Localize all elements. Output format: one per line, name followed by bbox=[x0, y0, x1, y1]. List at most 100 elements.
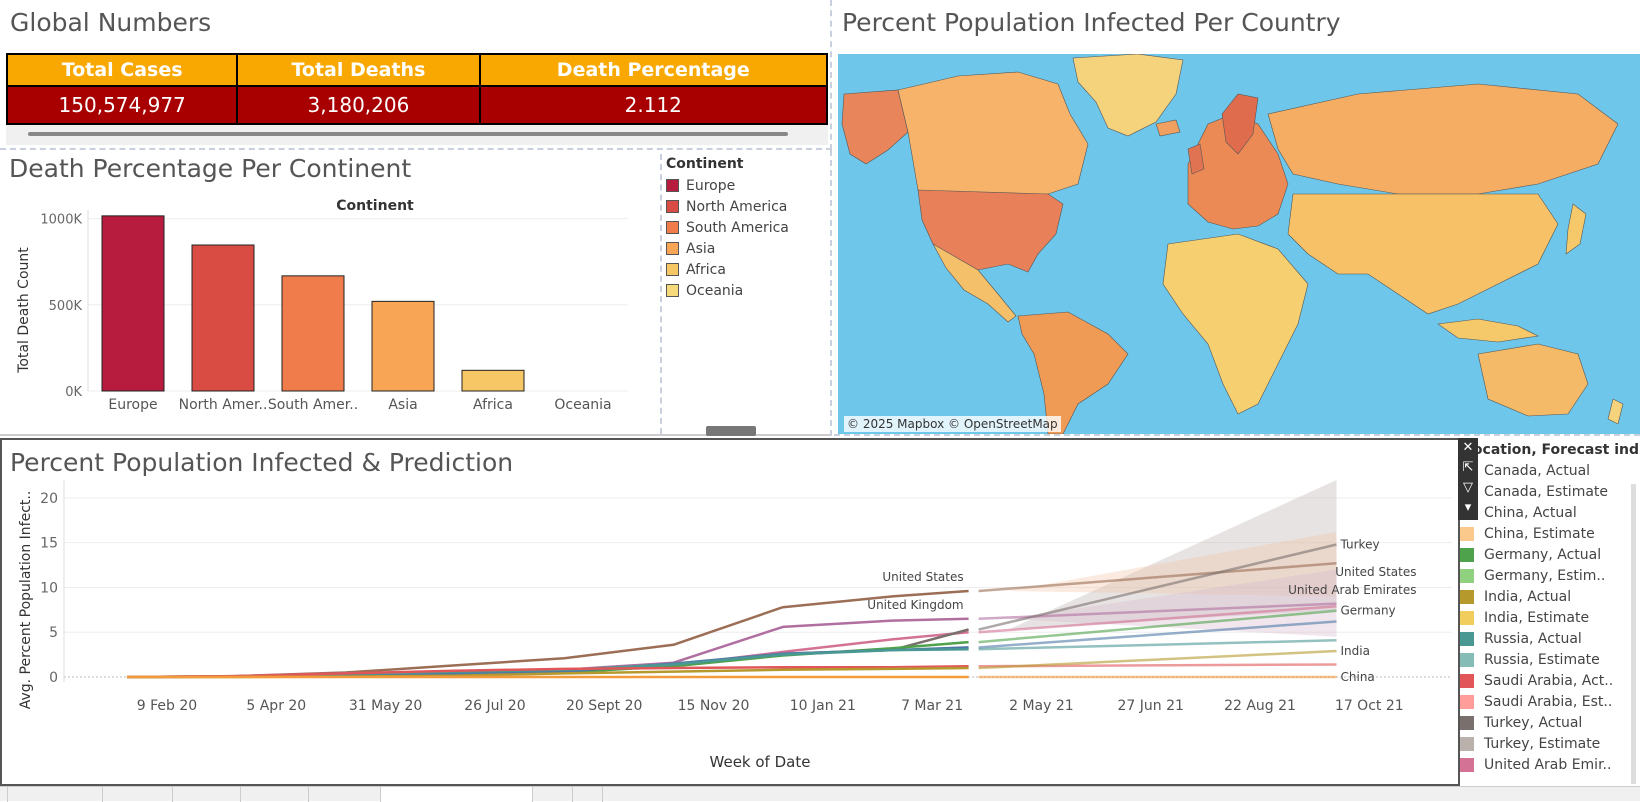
prediction-legend-item[interactable]: United Arab Emir.. bbox=[1460, 754, 1630, 775]
prediction-legend-item[interactable]: China, Actual bbox=[1460, 502, 1630, 523]
menu-arrow-icon[interactable]: ▾ bbox=[1464, 500, 1472, 515]
line-y-tick-label: 10 bbox=[40, 580, 58, 596]
legend-scrollbar[interactable] bbox=[1631, 484, 1636, 784]
continent-legend: Continent Europe North America South Ameri… bbox=[660, 154, 830, 434]
series-estimate-line[interactable] bbox=[978, 605, 1337, 634]
prediction-legend-item[interactable]: China, Estimate bbox=[1460, 523, 1630, 544]
prediction-legend-title: Location, Forecast indic.. bbox=[1464, 442, 1640, 458]
continent-legend-item[interactable]: Asia bbox=[666, 238, 830, 259]
prediction-legend-swatch bbox=[1460, 715, 1474, 730]
map-africa[interactable] bbox=[1162, 233, 1309, 415]
filter-icon[interactable]: ▽ bbox=[1463, 480, 1473, 495]
prediction-legend-label: Canada, Actual bbox=[1484, 462, 1591, 479]
map-greenland[interactable] bbox=[1072, 54, 1184, 137]
map-canada[interactable] bbox=[897, 71, 1089, 197]
sheet-tab[interactable] bbox=[309, 787, 381, 802]
map-mexico[interactable] bbox=[932, 243, 1017, 323]
sheet-tab-active[interactable] bbox=[381, 787, 533, 802]
map-alaska[interactable] bbox=[841, 89, 909, 165]
close-icon[interactable]: ✕ bbox=[1462, 440, 1474, 455]
prediction-legend-item[interactable]: Germany, Actual bbox=[1460, 544, 1630, 565]
value-death-percentage: 2.112 bbox=[478, 85, 829, 125]
prediction-legend-item[interactable]: Canada, Actual bbox=[1460, 460, 1630, 481]
series-estimate-line[interactable] bbox=[978, 609, 1337, 644]
map-united-kingdom[interactable] bbox=[1187, 143, 1205, 175]
continent-legend-swatch bbox=[666, 179, 679, 192]
prediction-legend-swatch bbox=[1460, 568, 1474, 583]
scrollbar-thumb[interactable] bbox=[28, 132, 788, 136]
continent-legend-item[interactable]: Europe bbox=[666, 175, 830, 196]
line-x-tick-label: 5 Apr 20 bbox=[246, 698, 306, 714]
prediction-legend-label: Canada, Estimate bbox=[1484, 483, 1609, 500]
sheet-tab[interactable] bbox=[173, 787, 241, 802]
map-australia[interactable] bbox=[1477, 343, 1589, 417]
map-new-zealand[interactable] bbox=[1607, 398, 1624, 425]
map-south-america[interactable] bbox=[1017, 311, 1129, 434]
bar-x-tick-label: Africa bbox=[473, 397, 513, 413]
line-x-tick-label: 22 Aug 21 bbox=[1224, 698, 1296, 714]
map-scandinavia[interactable] bbox=[1221, 93, 1259, 155]
popout-icon[interactable]: ⇱ bbox=[1462, 460, 1474, 475]
map-japan[interactable] bbox=[1565, 203, 1587, 255]
prediction-legend-item[interactable]: Turkey, Estimate bbox=[1460, 733, 1630, 754]
series-estimate-line[interactable] bbox=[978, 639, 1337, 651]
prediction-legend-item[interactable]: Germany, Estim.. bbox=[1460, 565, 1630, 586]
bar-x-tick-label: Asia bbox=[388, 397, 417, 413]
map-united-states[interactable] bbox=[917, 189, 1064, 273]
continent-legend-item[interactable]: Oceania bbox=[666, 280, 830, 301]
continent-legend-item[interactable]: South America bbox=[666, 217, 830, 238]
sheet-tabs-bar bbox=[0, 786, 1640, 802]
prediction-legend-label: United Arab Emir.. bbox=[1484, 756, 1612, 773]
world-map-shapes bbox=[841, 54, 1624, 434]
resize-handle[interactable] bbox=[706, 426, 756, 436]
prediction-legend-label: China, Actual bbox=[1484, 504, 1577, 521]
line-x-tick-label: 31 May 20 bbox=[349, 698, 422, 714]
map-asia[interactable] bbox=[1287, 193, 1559, 315]
series-estimate-line[interactable] bbox=[978, 649, 1337, 670]
continent-legend-item[interactable]: Africa bbox=[666, 259, 830, 280]
line-x-tick-label: 10 Jan 21 bbox=[790, 698, 856, 714]
header-total-cases: Total Cases bbox=[5, 53, 239, 87]
bar-y-tick-label: 1000K bbox=[40, 213, 82, 228]
prediction-legend-item[interactable]: Saudi Arabia, Act.. bbox=[1460, 670, 1630, 691]
world-map[interactable]: © 2025 Mapbox © OpenStreetMap bbox=[838, 54, 1640, 434]
sheet-tab[interactable] bbox=[573, 787, 603, 802]
sheet-tab[interactable] bbox=[241, 787, 309, 802]
map-indonesia[interactable] bbox=[1437, 318, 1539, 343]
prediction-legend-item[interactable]: India, Actual bbox=[1460, 586, 1630, 607]
sheet-tab[interactable] bbox=[533, 787, 573, 802]
global-numbers-title: Global Numbers bbox=[10, 8, 212, 37]
sheet-tab[interactable] bbox=[103, 787, 173, 802]
series-estimate-line[interactable] bbox=[978, 620, 1337, 649]
bar-1[interactable] bbox=[191, 244, 255, 392]
sheet-tab[interactable] bbox=[8, 787, 103, 802]
bar-0[interactable] bbox=[101, 215, 165, 392]
prediction-legend-item[interactable]: Saudi Arabia, Est.. bbox=[1460, 691, 1630, 712]
prediction-legend-label: Saudi Arabia, Act.. bbox=[1484, 672, 1614, 689]
map-russia[interactable] bbox=[1267, 83, 1619, 195]
bar-2[interactable] bbox=[281, 275, 345, 392]
prediction-legend-label: Germany, Actual bbox=[1484, 546, 1602, 563]
series-actual-line[interactable] bbox=[126, 665, 969, 679]
series-estimate-line[interactable] bbox=[978, 543, 1337, 631]
prediction-legend-item[interactable]: Russia, Actual bbox=[1460, 628, 1630, 649]
bar-y-tick-label: 0K bbox=[65, 385, 82, 400]
continent-legend-item[interactable]: North America bbox=[666, 196, 830, 217]
continent-legend-swatch bbox=[666, 200, 679, 213]
series-actual-line[interactable] bbox=[126, 589, 969, 679]
forecast-end-label: United States bbox=[1335, 565, 1416, 579]
prediction-legend-item[interactable]: Canada, Estimate bbox=[1460, 481, 1630, 502]
sheet-tab[interactable] bbox=[0, 787, 8, 802]
prediction-legend-item[interactable]: India, Estimate bbox=[1460, 607, 1630, 628]
prediction-legend-item[interactable]: Russia, Estimate bbox=[1460, 649, 1630, 670]
bar-4[interactable] bbox=[461, 369, 525, 392]
bar-3[interactable] bbox=[371, 300, 435, 392]
map-iceland[interactable] bbox=[1155, 119, 1181, 137]
horizontal-scrollbar[interactable] bbox=[6, 125, 828, 145]
prediction-legend-item[interactable]: Turkey, Actual bbox=[1460, 712, 1630, 733]
line-y-tick-label: 15 bbox=[40, 536, 58, 552]
map-credit[interactable]: © 2025 Mapbox © OpenStreetMap bbox=[844, 416, 1061, 432]
bar-x-tick-label: North Amer.. bbox=[179, 397, 268, 413]
series-estimate-line[interactable] bbox=[978, 562, 1337, 593]
forecast-end-label: Turkey bbox=[1340, 537, 1380, 551]
